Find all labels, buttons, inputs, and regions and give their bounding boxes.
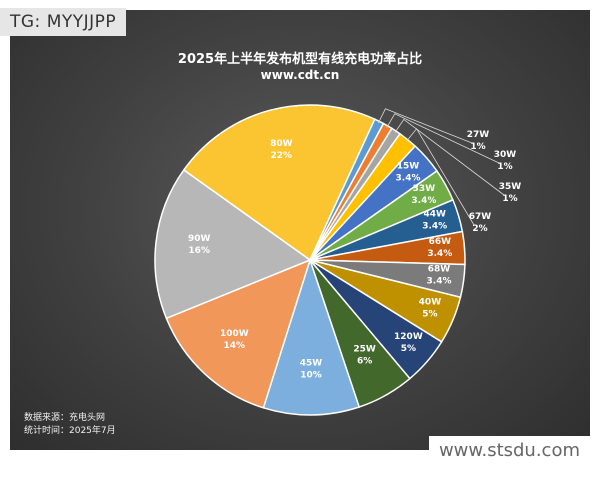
- slice-pct-15w: 3.4%: [396, 173, 421, 183]
- leader-line-67w: [406, 128, 475, 226]
- slice-pct-90w: 16%: [188, 246, 210, 256]
- watermark-bottom: www.stsdu.com: [428, 436, 590, 466]
- pie-slice-90w: [154, 168, 312, 320]
- leader-line-35w: [394, 118, 505, 196]
- watermark-top: TG: MYYJJPP: [0, 8, 127, 36]
- chart-subtitle: www.cdt.cn: [260, 68, 340, 82]
- data-source-note: 数据来源：充电头网: [24, 413, 106, 423]
- slice-pct-40w: 5%: [422, 310, 437, 320]
- slice-label-90w: 90W: [188, 234, 211, 244]
- slice-label-25w: 25W: [353, 344, 376, 354]
- data-time-note: 统计时间：2025年7月: [24, 426, 116, 436]
- chart-title: 2025年上半年发布机型有线充电功率占比: [177, 52, 423, 67]
- slice-pct-44w: 3.4%: [422, 222, 447, 232]
- leader-line-30w: [386, 113, 500, 164]
- slice-pct-120w: 5%: [401, 344, 416, 354]
- slice-label-33w: 33W: [413, 184, 436, 194]
- slice-label-120w: 120W: [394, 332, 423, 342]
- slice-pct-100w: 14%: [224, 341, 246, 351]
- slice-label-45w: 45W: [300, 359, 323, 369]
- slice-label-15w: 15W: [397, 161, 420, 171]
- slice-label-68w: 68W: [428, 265, 451, 275]
- slice-label-30w: 30W: [494, 150, 517, 160]
- slice-pct-33w: 3.4%: [411, 196, 436, 206]
- slice-pct-80w: 22%: [271, 151, 293, 161]
- pie-slice-45w: [262, 257, 361, 416]
- slice-label-44w: 44W: [423, 210, 446, 220]
- slice-label-35w: 35W: [499, 182, 522, 192]
- slice-label-67w: 67W: [469, 212, 492, 222]
- slice-pct-45w: 10%: [300, 371, 322, 381]
- slice-pct-67w: 2%: [472, 224, 487, 234]
- slice-pct-66w: 3.4%: [427, 249, 452, 259]
- slice-pct-30w: 1%: [497, 162, 512, 172]
- leader-line-27w: [377, 108, 473, 144]
- pie-slice-100w: [165, 258, 312, 409]
- slice-pct-25w: 6%: [357, 356, 372, 366]
- slice-label-80w: 80W: [270, 139, 293, 149]
- slice-pct-27w: 1%: [470, 142, 485, 152]
- slice-label-100w: 100W: [220, 329, 249, 339]
- slice-label-40w: 40W: [419, 298, 442, 308]
- slice-label-27w: 27W: [467, 130, 490, 140]
- slice-pct-68w: 3.4%: [427, 277, 452, 287]
- slice-pct-35w: 1%: [502, 194, 517, 204]
- slice-label-66w: 66W: [429, 237, 452, 247]
